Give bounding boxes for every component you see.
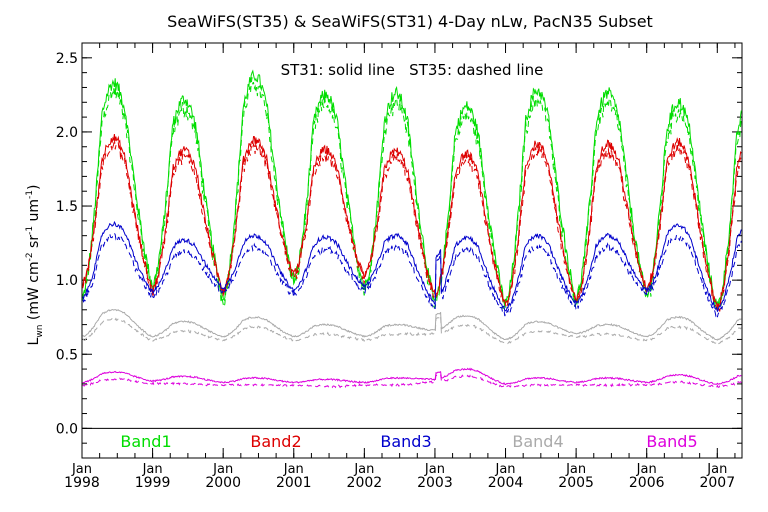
x-axis-ticks: Jan1998Jan1999Jan2000Jan2001Jan2002Jan20… [64, 43, 736, 491]
series-band5-st35-line [82, 373, 742, 389]
series-band1-st31-line [82, 69, 742, 307]
series-band2-st31-line [82, 134, 742, 308]
x-tick-year: 2005 [558, 475, 594, 491]
y-tick-label: 1.0 [56, 273, 78, 289]
series-band4-st35-line [82, 315, 742, 345]
x-tick-month: Jan [212, 462, 233, 477]
series-band2-st35-line [82, 138, 742, 313]
x-tick-year: 2006 [629, 475, 665, 491]
y-tick-label: 0.0 [56, 421, 78, 437]
y-axis-ticks: 0.0 0.5 1.0 1.5 2.0 2.5 [56, 42, 742, 459]
legend-band5: Band5 [646, 432, 697, 451]
x-tick-month: Jan [424, 462, 445, 477]
y-tick-label: 0.5 [56, 347, 78, 363]
x-tick-year: 2002 [347, 475, 383, 491]
y-axis-label-text: Lwn (mW cm-2 sr-1 um-1) [25, 185, 45, 346]
series-band3-st31-line [82, 220, 742, 313]
band-labels: Band1 Band2 Band3 Band4 Band5 [120, 432, 697, 451]
x-tick-month: Jan [353, 462, 374, 477]
x-tick-year: 1998 [64, 475, 100, 491]
x-tick-month: Jan [636, 462, 657, 477]
y-tick-label: 2.0 [56, 125, 78, 141]
legend-band2: Band2 [250, 432, 301, 451]
x-tick-year: 1999 [135, 475, 171, 491]
x-tick-month: Jan [142, 462, 163, 477]
plot-frame [81, 42, 743, 459]
x-tick-year: 2000 [205, 475, 241, 491]
x-tick-year: 2007 [699, 475, 735, 491]
chart-annotation: ST31: solid line ST35: dashed line [281, 61, 544, 79]
x-tick-month: Jan [565, 462, 586, 477]
series-lines [82, 69, 742, 389]
y-tick-label: 2.5 [56, 51, 78, 67]
series-band4-st31-line [82, 309, 742, 341]
legend-band1: Band1 [120, 432, 171, 451]
x-tick-month: Jan [495, 462, 516, 477]
x-tick-month: Jan [706, 462, 727, 477]
series-band5-st31-line [82, 367, 742, 386]
x-tick-year: 2001 [276, 475, 312, 491]
y-tick-label: 1.5 [56, 199, 78, 215]
x-tick-month: Jan [283, 462, 304, 477]
y-axis-label: Lwn (mW cm-2 sr-1 um-1) [25, 185, 45, 346]
x-tick-year: 2003 [417, 475, 453, 491]
x-tick-month: Jan [71, 462, 92, 477]
legend-band4: Band4 [512, 432, 563, 451]
x-tick-year: 2004 [488, 475, 524, 491]
legend-band3: Band3 [380, 432, 431, 451]
chart-title: SeaWiFS(ST35) & SeaWiFS(ST31) 4-Day nLw,… [167, 12, 653, 31]
